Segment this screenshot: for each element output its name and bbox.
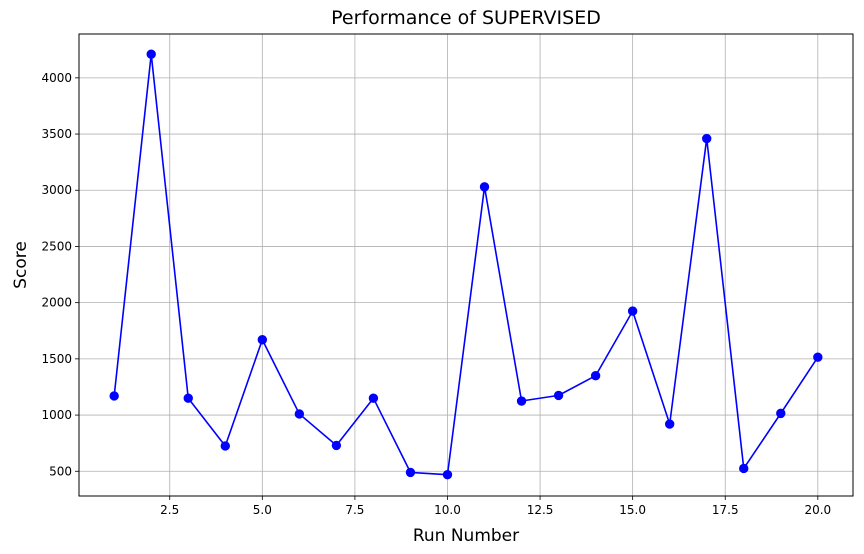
data-point (294, 409, 305, 419)
data-point (146, 49, 156, 59)
x-tick-label: 12.5 (527, 503, 554, 517)
y-tick-label: 2500 (41, 239, 72, 253)
data-point (331, 440, 342, 451)
x-tick-label: 2.5 (160, 503, 179, 517)
data-point (627, 306, 638, 316)
data-point (664, 419, 675, 429)
series-layer (109, 49, 823, 480)
data-point (739, 463, 749, 474)
y-tick-label: 1000 (41, 408, 72, 422)
data-point (220, 441, 230, 451)
data-point (813, 352, 823, 362)
data-point (405, 467, 416, 478)
x-tick-label: 20.0 (804, 503, 831, 517)
grid-lines (79, 34, 853, 496)
data-point (109, 391, 119, 401)
y-tick-label: 2000 (41, 296, 72, 310)
y-tick-label: 500 (49, 464, 72, 478)
data-point (516, 396, 527, 406)
data-point (183, 393, 193, 403)
data-point (368, 393, 379, 403)
data-point (442, 469, 453, 480)
y-tick-label: 1500 (41, 352, 72, 366)
x-tick-label: 7.5 (345, 503, 364, 517)
x-axis-title: Run Number (413, 526, 519, 546)
data-point (479, 182, 490, 192)
data-point (702, 133, 712, 144)
y-tick-label: 3000 (41, 183, 72, 197)
y-tick-label: 3500 (41, 127, 72, 141)
x-tick-label: 15.0 (619, 503, 646, 517)
y-tick-label: 4000 (41, 71, 72, 85)
x-tick-label: 10.0 (434, 503, 461, 517)
x-tick-label: 5.0 (253, 503, 272, 517)
data-point (553, 390, 564, 401)
axis-ticks: 2.5 5.0 7.5 10.0 12.5 15.0 17.5 20.0 500 1000 1500… (41, 71, 831, 517)
series-line (113, 53, 819, 476)
data-point (776, 408, 786, 419)
chart-title: Performance of SUPERVISED (331, 7, 601, 29)
plot-frame (78, 33, 854, 497)
x-tick-label: 17.5 (712, 503, 739, 517)
data-point (590, 371, 601, 381)
y-axis-title: Score (11, 241, 31, 289)
data-point (257, 335, 268, 345)
